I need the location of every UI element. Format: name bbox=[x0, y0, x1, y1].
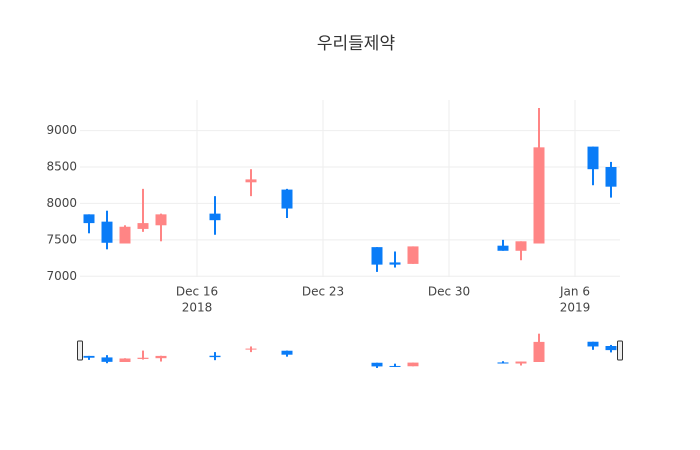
candle-body-mini bbox=[605, 346, 617, 351]
candle-body-mini bbox=[101, 357, 113, 362]
candle-body bbox=[209, 213, 221, 221]
candle-body bbox=[137, 223, 149, 229]
candle-body-mini bbox=[83, 355, 95, 358]
candle-body-mini bbox=[533, 341, 545, 362]
y-tick-label: 8000 bbox=[46, 196, 77, 210]
range-slider-handle[interactable] bbox=[77, 340, 83, 361]
y-tick-label: 7000 bbox=[46, 269, 77, 283]
candle-body-mini bbox=[497, 362, 509, 364]
candle-body bbox=[119, 226, 131, 244]
candle-body-mini bbox=[119, 358, 131, 362]
x-tick-label: Jan 6 bbox=[559, 285, 590, 299]
x-tick-label: Dec 30 bbox=[428, 285, 470, 299]
candle-body-mini bbox=[137, 357, 149, 359]
candle-body-mini bbox=[155, 355, 167, 359]
candle-body-mini bbox=[281, 350, 293, 355]
candle-body-mini bbox=[515, 361, 527, 364]
candle-body bbox=[587, 146, 599, 170]
x-tick-label: 2019 bbox=[560, 301, 591, 315]
candle-body bbox=[101, 221, 113, 243]
y-tick-label: 8500 bbox=[46, 160, 77, 174]
candle-body-mini bbox=[389, 365, 401, 367]
x-tick-label: Dec 23 bbox=[302, 285, 344, 299]
x-tick-label: 2018 bbox=[182, 301, 213, 315]
candle-body bbox=[245, 179, 257, 183]
candle-body bbox=[281, 189, 293, 209]
range-slider-handle[interactable] bbox=[617, 340, 623, 361]
candle-body bbox=[389, 262, 401, 265]
candle-body bbox=[371, 247, 383, 265]
candle-body-mini bbox=[245, 348, 257, 350]
candle-body bbox=[407, 246, 419, 264]
y-tick-label: 7500 bbox=[46, 232, 77, 246]
candle-body bbox=[497, 245, 509, 251]
candle-body bbox=[83, 214, 95, 224]
candle-body-mini bbox=[407, 362, 419, 367]
chart-title: 우리들제약 bbox=[317, 34, 395, 54]
candle-body bbox=[155, 214, 167, 226]
y-tick-label: 9000 bbox=[46, 123, 77, 137]
candle-body-mini bbox=[209, 355, 221, 358]
x-tick-label: Dec 16 bbox=[176, 285, 218, 299]
candle-body-mini bbox=[587, 341, 599, 347]
candle-body bbox=[605, 167, 617, 187]
candle-body bbox=[515, 241, 527, 251]
candle-body-mini bbox=[371, 362, 383, 367]
candle-body bbox=[533, 147, 545, 244]
